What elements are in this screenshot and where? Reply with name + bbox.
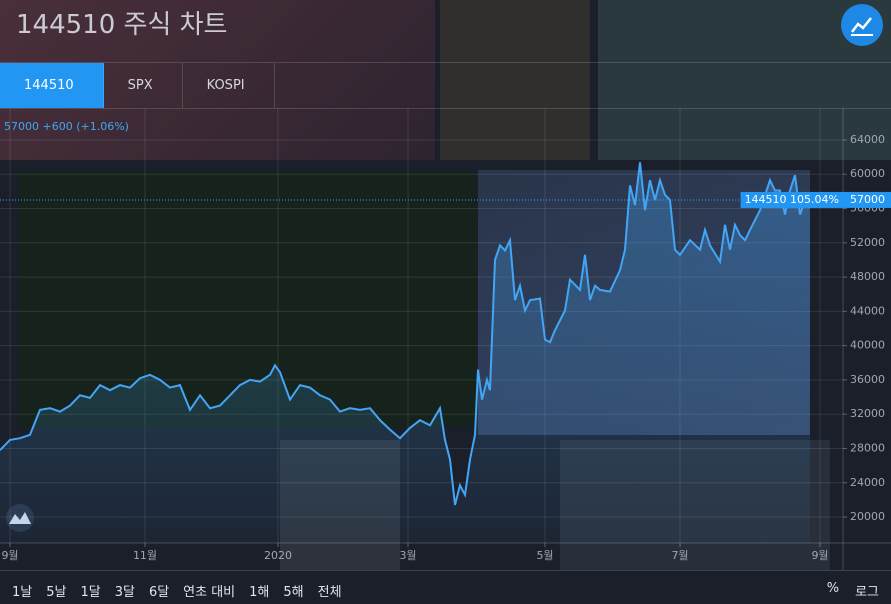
y-tick-label: 40000 bbox=[850, 339, 885, 352]
scale-button[interactable]: 로그 bbox=[855, 585, 879, 600]
area bbox=[0, 162, 810, 543]
range-button[interactable]: 6달 bbox=[148, 585, 170, 600]
range-button[interactable]: 전체 bbox=[317, 585, 342, 600]
price-tag-value: 57000 bbox=[850, 193, 885, 206]
page-title: 144510 주식 차트 bbox=[16, 10, 228, 40]
x-tick-label: 7월 bbox=[671, 549, 688, 562]
price-tag-bg bbox=[740, 191, 843, 208]
range-bar: 1날 5날 1달 3달 6달 연초 대비 1해 5해 전체 로그% bbox=[0, 570, 891, 604]
line bbox=[0, 162, 810, 506]
y-tick-label: 24000 bbox=[850, 476, 885, 489]
background-image bbox=[440, 0, 590, 160]
icon bbox=[851, 17, 873, 36]
x-tick-label: 9월 bbox=[811, 549, 828, 562]
price-tag-label: 144510 105.04% bbox=[745, 193, 839, 206]
tab[interactable]: SPX bbox=[104, 63, 183, 108]
range-button[interactable]: 연초 대비 bbox=[183, 585, 236, 600]
chart-icon-button[interactable] bbox=[841, 4, 883, 46]
y-tick-label: 20000 bbox=[850, 510, 885, 523]
y-tick-label: 44000 bbox=[850, 304, 885, 317]
range-button[interactable]: 1해 bbox=[249, 585, 270, 600]
x-tick-label: 5월 bbox=[536, 549, 553, 562]
y-tick-label: 52000 bbox=[850, 236, 885, 249]
scale-button[interactable]: % bbox=[826, 581, 840, 596]
tab[interactable]: KOSPI bbox=[183, 63, 275, 108]
tab[interactable]: 144510 bbox=[0, 63, 104, 108]
x-tick-label: 11월 bbox=[133, 549, 157, 562]
y-tick-label: 60000 bbox=[850, 167, 885, 180]
y-tick-label: 64000 bbox=[850, 133, 885, 146]
range-button[interactable]: 5해 bbox=[283, 585, 304, 600]
x-tick-label: 9월 bbox=[1, 549, 18, 562]
y-tick-label: 32000 bbox=[850, 407, 885, 420]
range-button[interactable]: 3달 bbox=[114, 585, 135, 600]
y-tick-label: 48000 bbox=[850, 270, 885, 283]
range-button[interactable]: 5날 bbox=[46, 585, 67, 600]
x-tick-label: 2020 bbox=[264, 549, 292, 562]
y-tick-label: 28000 bbox=[850, 441, 885, 454]
y-tick-label: 36000 bbox=[850, 373, 885, 386]
legend-text: 57000 +600 (+1.06%) bbox=[4, 120, 129, 133]
price-tag-bg bbox=[843, 191, 891, 208]
range-button[interactable]: 1달 bbox=[80, 585, 101, 600]
range-button[interactable]: 1날 bbox=[12, 585, 33, 600]
x-tick-label: 3월 bbox=[399, 549, 416, 562]
chart: 57000 +600 (+1.06%) 20000 24000 28000 32000… bbox=[0, 108, 891, 570]
tab-bar: 144510 SPX KOSPI bbox=[0, 62, 891, 109]
